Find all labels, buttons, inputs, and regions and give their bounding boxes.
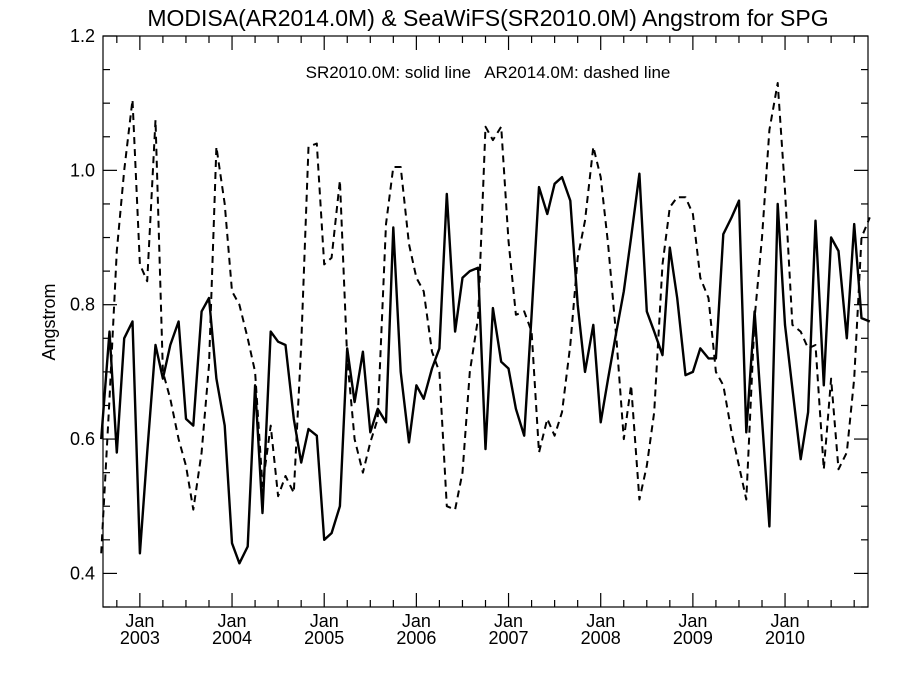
y-tick-label: 0.4 (70, 563, 95, 583)
x-tick-year: 2009 (673, 628, 713, 648)
series-layer (100, 82, 871, 565)
x-tick-year: 2007 (489, 628, 529, 648)
x-tick-year: 2008 (581, 628, 621, 648)
x-tick-month: Jan (310, 611, 339, 631)
axis-ticks (103, 35, 868, 608)
x-tick-year: 2005 (304, 628, 344, 648)
y-tick-label: 1.2 (70, 26, 95, 46)
x-tick-month: Jan (125, 611, 154, 631)
x-tick-year: 2004 (212, 628, 252, 648)
series-line-dashed (100, 82, 871, 554)
x-tick-month: Jan (771, 611, 800, 631)
series-line-solid (100, 172, 871, 565)
x-tick-year: 2003 (120, 628, 160, 648)
y-axis-label: Angstrom (39, 283, 59, 360)
x-tick-month: Jan (678, 611, 707, 631)
x-tick-month: Jan (402, 611, 431, 631)
tick-labels: 0.40.60.81.01.2Jan2003Jan2004Jan2005Jan2… (70, 26, 805, 648)
x-tick-year: 2010 (765, 628, 805, 648)
y-tick-label: 0.6 (70, 429, 95, 449)
x-tick-month: Jan (218, 611, 247, 631)
x-tick-month: Jan (494, 611, 523, 631)
x-tick-month: Jan (586, 611, 615, 631)
line-style-annotation: SR2010.0M: solid line AR2014.0M: dashed … (306, 63, 671, 82)
y-tick-label: 1.0 (70, 160, 95, 180)
x-tick-year: 2006 (396, 628, 436, 648)
chart-title: MODISA(AR2014.0M) & SeaWiFS(SR2010.0M) A… (147, 5, 828, 31)
y-tick-label: 0.8 (70, 295, 95, 315)
